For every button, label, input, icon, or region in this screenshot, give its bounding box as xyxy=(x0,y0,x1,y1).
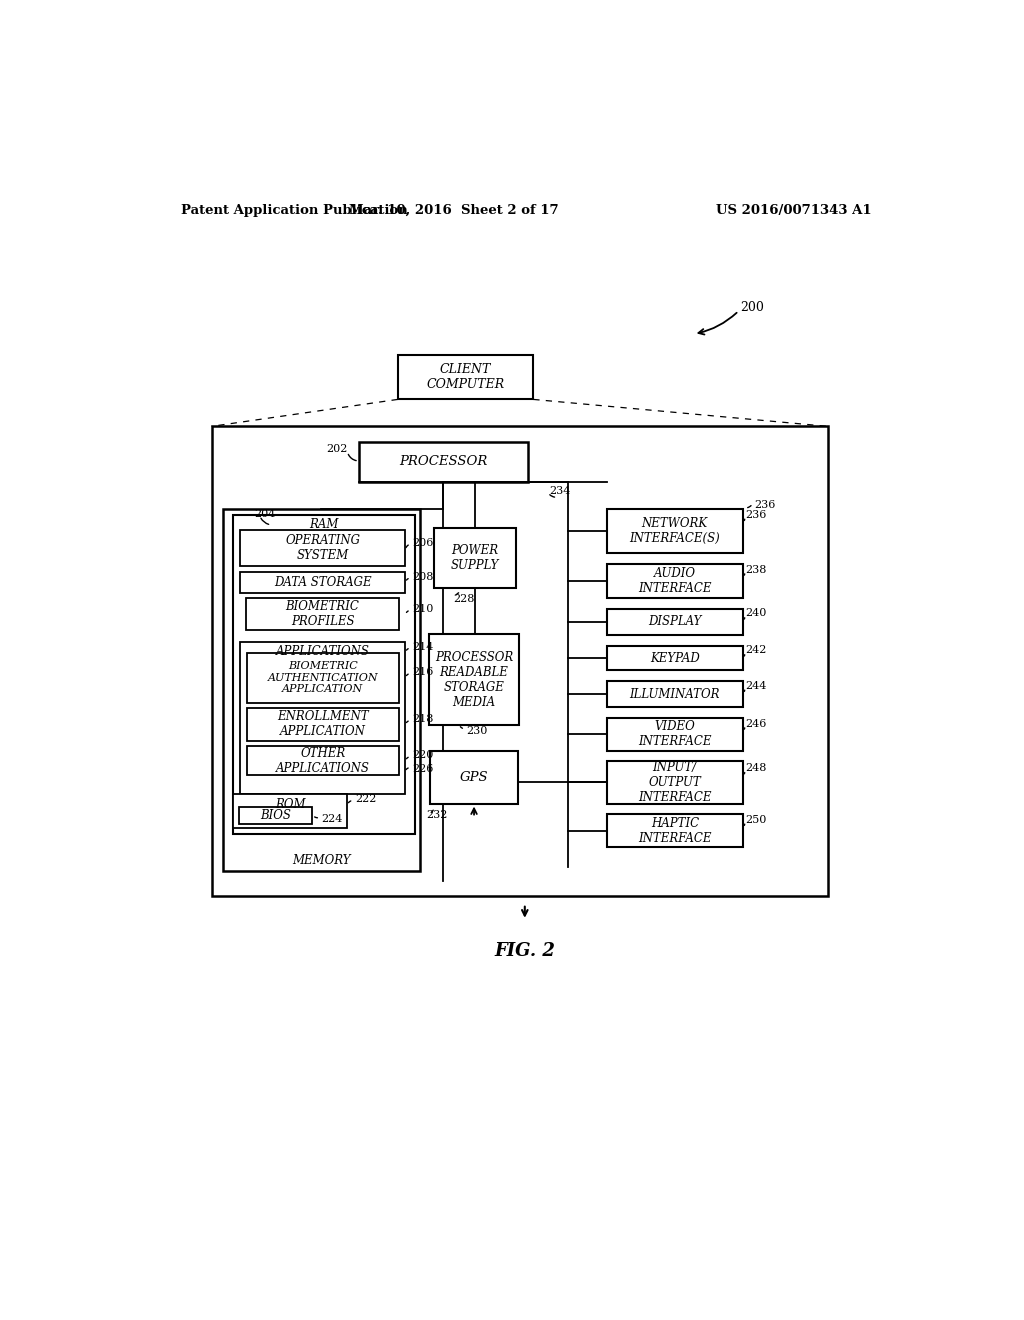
Text: 232: 232 xyxy=(426,810,447,820)
Text: VIDEO
INTERFACE: VIDEO INTERFACE xyxy=(638,721,712,748)
Text: BIOS: BIOS xyxy=(260,809,291,822)
Text: 214: 214 xyxy=(413,642,434,652)
Bar xyxy=(607,508,742,553)
Text: DATA STORAGE: DATA STORAGE xyxy=(274,576,372,589)
Bar xyxy=(607,762,742,804)
Bar xyxy=(222,508,420,871)
Text: 240: 240 xyxy=(744,609,766,619)
Text: 216: 216 xyxy=(413,667,434,677)
Bar xyxy=(434,528,515,589)
Text: 248: 248 xyxy=(744,763,766,774)
Text: AUDIO
INTERFACE: AUDIO INTERFACE xyxy=(638,568,712,595)
Bar xyxy=(397,355,534,400)
Text: 208: 208 xyxy=(413,572,434,582)
Text: HAPTIC
INTERFACE: HAPTIC INTERFACE xyxy=(638,817,712,845)
Bar xyxy=(212,426,827,896)
Text: 250: 250 xyxy=(744,814,766,825)
Text: NETWORK
INTERFACE(S): NETWORK INTERFACE(S) xyxy=(630,517,720,545)
Text: FIG. 2: FIG. 2 xyxy=(495,942,555,961)
Bar xyxy=(607,564,742,598)
Bar xyxy=(247,746,399,775)
Text: BIOMETRIC
AUTHENTICATION
APPLICATION: BIOMETRIC AUTHENTICATION APPLICATION xyxy=(267,661,378,694)
Text: 218: 218 xyxy=(413,714,434,723)
Bar xyxy=(232,793,347,829)
Text: Patent Application Publication: Patent Application Publication xyxy=(180,205,408,218)
Text: PROCESSOR: PROCESSOR xyxy=(399,455,487,469)
Text: 242: 242 xyxy=(744,645,766,656)
Bar xyxy=(429,635,519,725)
Text: ILLUMINATOR: ILLUMINATOR xyxy=(630,688,720,701)
Bar xyxy=(241,531,406,566)
Bar xyxy=(232,515,415,834)
Text: 236: 236 xyxy=(744,510,766,520)
Text: 224: 224 xyxy=(322,814,343,824)
Text: US 2016/0071343 A1: US 2016/0071343 A1 xyxy=(717,205,872,218)
Text: 230: 230 xyxy=(467,726,488,735)
Text: 210: 210 xyxy=(413,603,434,614)
Bar xyxy=(241,642,406,795)
Text: CLIENT
COMPUTER: CLIENT COMPUTER xyxy=(426,363,505,391)
Text: APPLICATIONS: APPLICATIONS xyxy=(276,645,370,659)
Bar xyxy=(239,807,312,825)
Text: ENROLLMENT
APPLICATION: ENROLLMENT APPLICATION xyxy=(278,710,369,738)
Text: 238: 238 xyxy=(744,565,766,574)
Text: 244: 244 xyxy=(744,681,766,690)
Text: 204: 204 xyxy=(254,510,275,519)
Text: 236: 236 xyxy=(755,500,775,510)
Bar xyxy=(247,708,399,741)
Text: GPS: GPS xyxy=(460,771,488,784)
Text: KEYPAD: KEYPAD xyxy=(650,652,699,665)
Text: PROCESSOR
READABLE
STORAGE
MEDIA: PROCESSOR READABLE STORAGE MEDIA xyxy=(435,651,513,709)
Bar xyxy=(430,751,518,804)
Bar xyxy=(607,645,742,671)
Bar xyxy=(607,718,742,751)
Text: 234: 234 xyxy=(549,486,570,496)
Bar xyxy=(607,681,742,708)
Text: DISPLAY: DISPLAY xyxy=(648,615,701,628)
Text: 200: 200 xyxy=(740,301,764,314)
Text: 202: 202 xyxy=(326,445,347,454)
Bar xyxy=(607,609,742,635)
Text: 226: 226 xyxy=(413,764,434,774)
Bar xyxy=(246,598,399,631)
Bar xyxy=(607,814,742,847)
Text: 222: 222 xyxy=(355,795,377,804)
Text: 206: 206 xyxy=(413,537,434,548)
Text: MEMORY: MEMORY xyxy=(292,854,350,867)
Text: OTHER
APPLICATIONS: OTHER APPLICATIONS xyxy=(276,747,370,775)
Text: BIOMETRIC
PROFILES: BIOMETRIC PROFILES xyxy=(286,601,359,628)
Text: ROM: ROM xyxy=(274,797,305,810)
Text: RAM: RAM xyxy=(309,519,338,532)
Text: 246: 246 xyxy=(744,718,766,729)
Text: POWER
SUPPLY: POWER SUPPLY xyxy=(451,544,499,572)
Text: 228: 228 xyxy=(454,594,475,603)
Bar xyxy=(241,572,406,594)
Text: 220: 220 xyxy=(413,750,434,760)
Text: Mar. 10, 2016  Sheet 2 of 17: Mar. 10, 2016 Sheet 2 of 17 xyxy=(349,205,558,218)
Bar xyxy=(247,653,399,702)
Bar xyxy=(359,442,528,482)
Text: OPERATING
SYSTEM: OPERATING SYSTEM xyxy=(286,535,360,562)
Text: INPUT/
OUTPUT
INTERFACE: INPUT/ OUTPUT INTERFACE xyxy=(638,762,712,804)
